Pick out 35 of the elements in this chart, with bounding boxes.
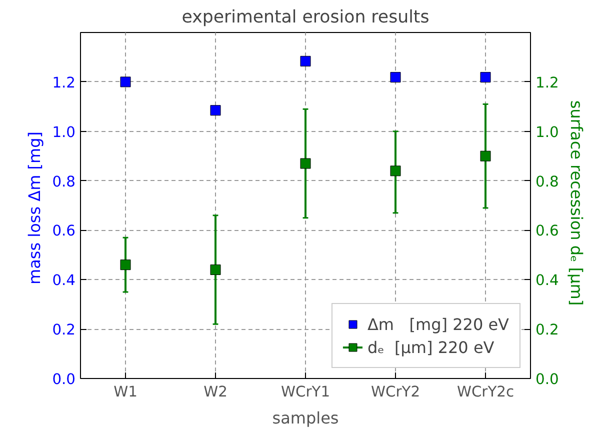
point xyxy=(300,56,311,66)
y-axis-title: mass loss Δm [mg] xyxy=(25,132,44,285)
y-tick-label: 0.0 xyxy=(52,371,76,388)
x-axis-title: samples xyxy=(272,408,339,428)
point xyxy=(210,105,221,116)
x-tick-label: WCrY2 xyxy=(370,384,420,400)
point xyxy=(390,166,401,176)
y2-tick-label: 0.6 xyxy=(536,222,559,240)
y2-tick-label: 1.0 xyxy=(536,124,559,141)
legend-label: Δm [mg] 220 eV xyxy=(367,314,509,334)
y2-tick-label: 0.8 xyxy=(536,173,559,190)
x-tick-label: WCrY2c xyxy=(456,384,514,400)
point xyxy=(480,150,491,162)
chart-title: experimental erosion results xyxy=(182,8,430,28)
point xyxy=(120,76,131,88)
point xyxy=(300,158,311,169)
y-tick-label: 1.2 xyxy=(52,74,76,92)
y2-tick-label: 1.2 xyxy=(536,74,559,92)
y-tick-label: 0.2 xyxy=(52,322,76,339)
y-tick-label: 0.8 xyxy=(52,173,76,190)
y2-tick-label: 0.0 xyxy=(536,371,559,388)
x-tick-label: WCrY1 xyxy=(280,384,330,400)
point xyxy=(390,72,401,82)
y2-tick-label: 0.4 xyxy=(536,272,559,290)
x-tick-label: W1 xyxy=(114,384,138,400)
point xyxy=(480,72,491,82)
y2-tick-label: 0.2 xyxy=(536,322,559,339)
y-tick-label: 0.4 xyxy=(52,272,76,290)
point xyxy=(120,260,131,270)
x-tick-label: W2 xyxy=(204,384,228,400)
legend-label: dₑ [μm] 220 eV xyxy=(367,338,494,356)
y-tick-label: 0.6 xyxy=(52,222,76,240)
point xyxy=(210,264,221,276)
y-tick-label: 1.0 xyxy=(52,124,76,141)
y2-axis-title: surface recession dₑ [μm] xyxy=(566,100,586,306)
